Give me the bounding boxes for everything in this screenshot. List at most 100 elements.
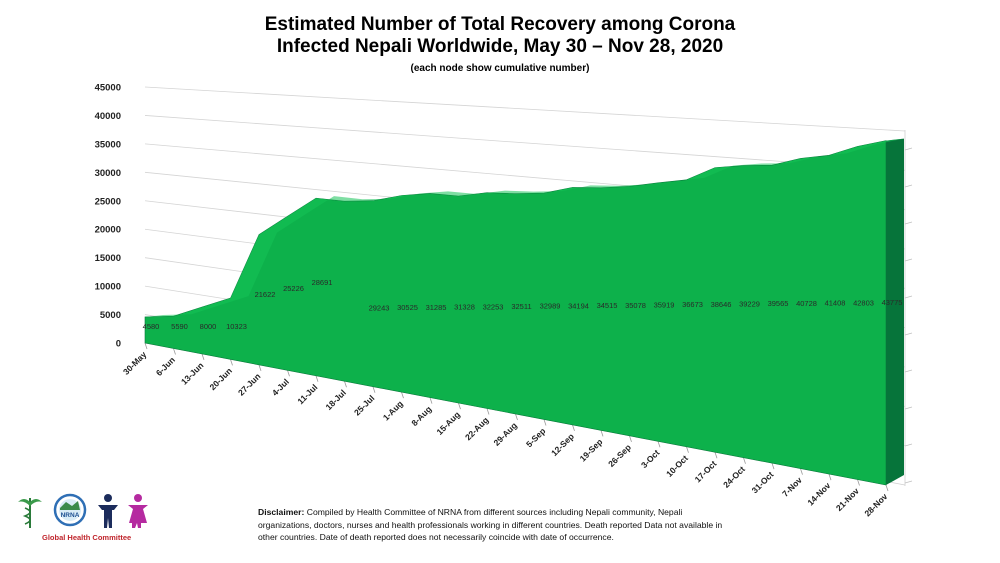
data-label: 38646 (711, 300, 732, 309)
x-tick (800, 468, 803, 475)
disclaimer-text: Compiled by Health Committee of NRNA fro… (258, 507, 723, 542)
data-label: 39229 (739, 300, 760, 309)
x-tick-label: 21-Nov (834, 486, 861, 513)
right-wall-tick (904, 221, 913, 225)
x-tick-label: 13-Jun (179, 360, 205, 386)
x-tick-label: 27-Jun (236, 371, 262, 397)
data-label: 41408 (825, 299, 846, 308)
x-tick (885, 484, 889, 492)
data-label: 36673 (682, 300, 703, 309)
x-tick-label: 12-Sep (549, 431, 576, 458)
x-tick-label: 7-Nov (780, 475, 804, 499)
data-label: 35919 (654, 300, 675, 309)
y-tick-label: 0 (116, 339, 121, 350)
y-axis-labels: 0 5000 10000 15000 20000 25000 30000 35000 40000… (95, 83, 121, 350)
logo-caption: Global Health Committee (42, 533, 132, 542)
x-tick-label: 14-Nov (805, 480, 832, 507)
data-label: 40728 (796, 299, 817, 308)
x-tick-label: 31-Oct (750, 469, 776, 495)
x-tick-label: 8-Aug (409, 404, 433, 428)
x-tick (230, 359, 233, 366)
x-tick (572, 424, 575, 432)
x-tick (344, 381, 347, 388)
x-tick-label: 1-Aug (381, 398, 405, 422)
y-tick-label: 40000 (95, 111, 121, 122)
data-label: 39565 (768, 299, 789, 308)
gridline (144, 115, 906, 171)
x-tick (201, 353, 205, 361)
disclaimer: Disclaimer: Compiled by Health Committee… (258, 506, 738, 544)
data-label: 43775 (882, 298, 903, 307)
right-wall-tick (904, 184, 913, 188)
x-tick (287, 370, 290, 377)
chart-title: Estimated Number of Total Recovery among… (0, 14, 1000, 58)
logo-org-text: NRNA (61, 512, 80, 519)
x-tick (828, 473, 832, 481)
gridline (144, 86, 906, 132)
y-tick-label: 30000 (95, 168, 121, 179)
right-wall-tick (904, 332, 913, 336)
x-tick (515, 413, 518, 421)
data-label: 35078 (625, 301, 646, 310)
right-wall-tick (904, 258, 913, 262)
x-tick-label: 24-Oct (721, 464, 747, 490)
data-label: 32511 (511, 302, 531, 311)
x-tick-label: 4-Jul (270, 377, 291, 398)
x-tick (429, 397, 433, 404)
woman-icon (128, 494, 148, 528)
right-wall-tick (904, 406, 913, 410)
y-tick-label: 15000 (95, 253, 121, 264)
data-label: 8000 (200, 322, 217, 331)
x-tick-label: 10-Oct (664, 453, 690, 479)
data-label: 10323 (226, 322, 247, 331)
x-tick-label: 6-Jun (154, 355, 177, 378)
y-tick-label: 20000 (95, 225, 121, 236)
x-tick-label: 11-Jul (295, 382, 319, 406)
x-tick (743, 457, 746, 464)
nrna-logo: NRNA (18, 493, 148, 528)
right-wall-tick (904, 443, 913, 447)
x-tick-label: 25-Jul (352, 393, 376, 417)
x-tick (144, 342, 148, 350)
x-tick-label: 30-May (121, 349, 149, 377)
data-label: 31285 (426, 303, 447, 312)
area-side-face (886, 138, 904, 486)
x-tick-label: 17-Oct (693, 458, 719, 484)
x-tick-label: 29-Aug (491, 420, 518, 447)
x-tick-label: 15-Aug (434, 409, 461, 436)
data-labels: 4580 5590 8000 10323 21622 25226 28691 29243 305… (143, 278, 903, 331)
data-label: 42803 (853, 298, 874, 307)
x-tick-label: 22-Aug (463, 415, 490, 442)
data-label: 21622 (255, 290, 276, 299)
chart-right-wall (904, 130, 913, 486)
data-label: 4580 (143, 322, 160, 331)
x-tick (857, 479, 860, 486)
chart-title-line-1: Estimated Number of Total Recovery among… (264, 14, 736, 35)
chart-title-line-2: Infected Nepali Worldwide, May 30 – Nov … (276, 36, 724, 57)
x-tick (771, 463, 775, 470)
x-tick (372, 386, 376, 393)
data-label: 28691 (312, 278, 333, 287)
y-tick-label: 5000 (100, 310, 121, 321)
x-tick (258, 364, 262, 371)
data-label: 32989 (540, 302, 561, 311)
data-label: 34194 (568, 301, 589, 310)
data-label: 30525 (397, 303, 418, 312)
x-tick (315, 375, 319, 382)
right-wall-tick (904, 147, 913, 151)
x-tick-label: 28-Nov (862, 491, 889, 518)
data-label: 29243 (369, 304, 390, 313)
x-tick-label: 3-Oct (639, 448, 662, 471)
x-tick-label: 26-Sep (606, 442, 633, 469)
disclaimer-label: Disclaimer: (258, 507, 305, 517)
data-label: 34515 (597, 301, 618, 310)
globe-icon: NRNA (53, 493, 87, 527)
data-label: 31328 (454, 303, 475, 312)
x-tick (173, 348, 176, 355)
right-wall-tick (904, 480, 913, 484)
x-tick (543, 419, 547, 426)
y-tick-label: 45000 (95, 83, 121, 94)
x-tick-label: 20-Jun (207, 366, 233, 392)
x-tick (600, 430, 604, 437)
